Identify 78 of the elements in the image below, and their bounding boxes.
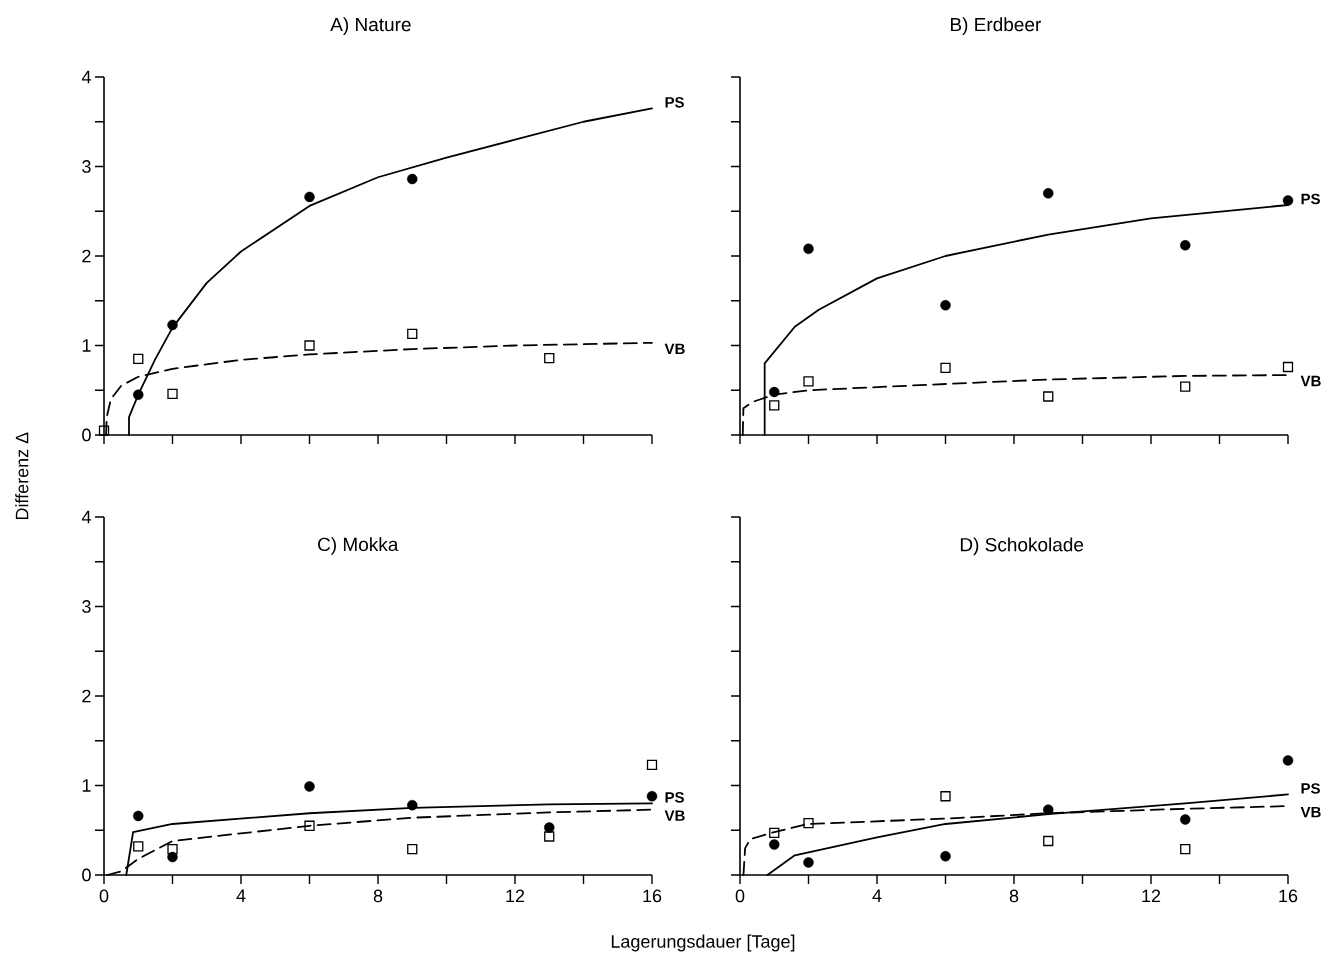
- point: [940, 791, 951, 802]
- point: [133, 353, 144, 365]
- point: [407, 799, 418, 811]
- point: [167, 388, 178, 399]
- x-axis-title: Lagerungsdauer [Tage]: [611, 934, 795, 952]
- series-label: VB: [1300, 375, 1321, 387]
- point: [1282, 361, 1294, 373]
- point: [940, 300, 951, 311]
- y-tick-label: 1: [82, 339, 91, 352]
- chart-title: B) Erdbeer: [950, 17, 1041, 36]
- point: [1180, 814, 1191, 825]
- point: [803, 376, 814, 387]
- series-label: PS: [1301, 783, 1320, 794]
- point: [1282, 195, 1294, 206]
- point: [544, 352, 555, 364]
- point: [304, 820, 315, 831]
- y-tick-label: 2: [82, 689, 91, 703]
- point: [1282, 755, 1294, 766]
- text: D) Schokolade: [960, 537, 1084, 556]
- point: [803, 243, 814, 255]
- series-label: VB: [1300, 806, 1321, 818]
- point: [1043, 188, 1054, 199]
- y-tick-label: 1: [82, 779, 91, 792]
- point: [1180, 240, 1191, 251]
- series-label: PS: [1301, 193, 1320, 205]
- point: [1180, 843, 1191, 855]
- y-tick-label: 0: [82, 868, 91, 882]
- y-tick-label: 3: [82, 600, 91, 613]
- x-tick-label: 8: [373, 889, 383, 903]
- point: [646, 759, 658, 771]
- point: [407, 843, 418, 855]
- point: [1180, 381, 1191, 392]
- series-label: VB: [664, 810, 685, 821]
- series-label: VB: [664, 343, 685, 354]
- point: [769, 400, 780, 411]
- x-tick-label: 0: [99, 889, 109, 903]
- x-tick-label: 12: [1142, 889, 1161, 903]
- point: [1043, 804, 1054, 815]
- text: C) Mokka: [318, 537, 399, 555]
- x-tick-label: 4: [236, 889, 246, 902]
- point: [133, 810, 144, 822]
- point: [940, 851, 951, 862]
- point: [407, 173, 418, 185]
- y-tick-label: 4: [81, 70, 91, 84]
- y-tick-label: 3: [82, 160, 91, 173]
- y-axis-title: Differenz Δ: [15, 432, 29, 520]
- point: [167, 851, 178, 863]
- point: [304, 781, 315, 792]
- chart-title: A) Nature: [330, 17, 411, 36]
- x-tick-label: 16: [643, 889, 662, 903]
- series-label: PS: [665, 97, 684, 108]
- point: [133, 841, 144, 852]
- point: [407, 328, 418, 340]
- point: [133, 389, 144, 400]
- point: [803, 817, 814, 829]
- point: [646, 791, 658, 802]
- point: [769, 827, 780, 839]
- point: [167, 843, 178, 855]
- point: [167, 319, 178, 331]
- x-tick-label: 12: [506, 889, 525, 903]
- x-tick-label: 0: [735, 889, 745, 903]
- point: [769, 386, 780, 398]
- series-label: PS: [665, 792, 684, 803]
- point: [544, 831, 555, 842]
- y-tick-label: 4: [81, 510, 91, 524]
- point: [98, 425, 110, 436]
- point: [304, 191, 315, 203]
- point: [1043, 835, 1054, 847]
- x-tick-label: 16: [1279, 889, 1298, 903]
- point: [1043, 391, 1054, 402]
- x-tick-label: 8: [1009, 889, 1019, 903]
- x-tick-label: 4: [872, 889, 882, 902]
- y-tick-label: 0: [82, 428, 91, 442]
- point: [940, 362, 951, 374]
- point: [769, 839, 780, 850]
- y-tick-label: 2: [82, 249, 91, 263]
- point: [803, 857, 814, 868]
- point: [304, 340, 315, 351]
